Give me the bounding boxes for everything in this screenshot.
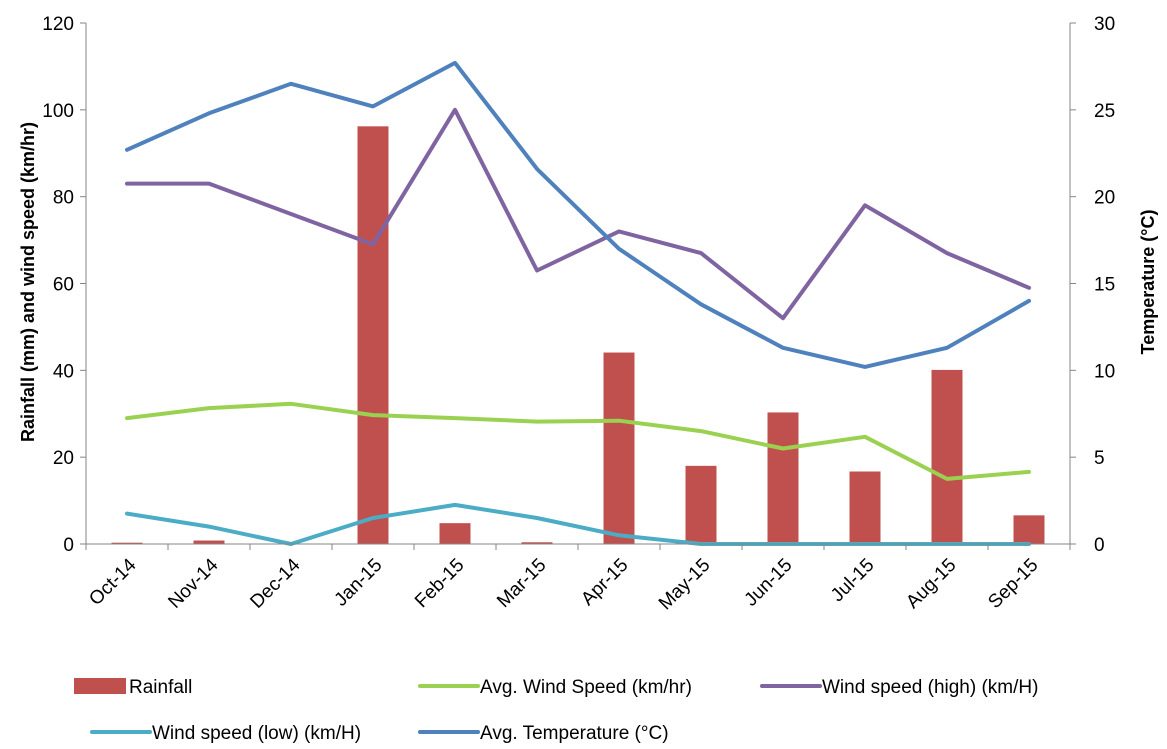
y-axis-right-title: Temperature (°C) [1138, 210, 1158, 355]
legend: Rainfall Avg. Wind Speed (km/hr) Wind spee… [74, 677, 1038, 744]
rainfall-bar-jul-15 [849, 471, 881, 544]
rainfall-bar-apr-15 [603, 352, 635, 544]
line-wind-speed-low-km-h [125, 502, 1031, 546]
rainfall-bar-jun-15 [767, 412, 799, 544]
legend-label-wind-speed-low-km-h: Wind speed (low) (km/H) [152, 723, 361, 744]
legend-label-avg-temperature-c: Avg. Temperature (°C) [480, 723, 669, 744]
rainfall-bar-nov-14 [193, 540, 225, 544]
x-tick-label: Oct-14 [85, 554, 140, 609]
x-tick-label: Dec-14 [246, 554, 304, 612]
x-tick-label: Aug-15 [902, 555, 960, 613]
y-left-tick-label: 20 [53, 448, 74, 469]
y-left-tick-label: 0 [63, 535, 74, 556]
x-tick-label: May-15 [655, 555, 715, 615]
legend-label-rainfall: Rainfall [129, 677, 192, 698]
x-tick-label: Jan-15 [331, 555, 387, 611]
legend-swatch-rainfall [74, 678, 126, 694]
x-tick-label: Jun-15 [741, 555, 797, 611]
y-left-tick-label: 40 [53, 361, 74, 382]
y-right-tick-label: 20 [1094, 188, 1115, 209]
x-tick-label: Apr-15 [577, 555, 632, 610]
y-left-tick-label: 100 [42, 101, 74, 122]
series-lines [125, 60, 1031, 546]
legend-label-wind-speed-high-km-h: Wind speed (high) (km/H) [822, 677, 1038, 698]
rainfall-bar-aug-15 [931, 369, 963, 544]
y-left-tick-label: 120 [42, 14, 74, 35]
y-left-tick-label: 60 [53, 275, 74, 296]
y-right-tick-label: 10 [1094, 361, 1115, 382]
y-left-tick-label: 80 [53, 188, 74, 209]
rainfall-bar-may-15 [685, 465, 717, 544]
line-avg-wind-speed-km-hr [125, 401, 1031, 481]
y-right-tick-label: 15 [1094, 275, 1115, 296]
rainfall-bars [111, 126, 1045, 544]
line-wind-speed-high-km-h [125, 107, 1031, 321]
y-right-tick-label: 0 [1094, 535, 1105, 556]
y-right-tick-label: 25 [1094, 101, 1115, 122]
x-tick-label: Nov-14 [164, 554, 222, 612]
x-tick-label: Sep-15 [984, 555, 1042, 613]
x-tick-label: Mar-15 [493, 555, 550, 612]
rainfall-bar-feb-15 [439, 523, 471, 544]
rainfall-bar-oct-14 [111, 542, 143, 544]
y-right-tick-label: 5 [1094, 448, 1105, 469]
rainfall-bar-sep-15 [1013, 515, 1045, 544]
rainfall-bar-jan-15 [357, 126, 389, 544]
rainfall-bar-mar-15 [521, 542, 553, 544]
y-axis-left-title: Rainfall (mm) and wind speed (km/hr) [18, 122, 38, 442]
x-tick-label: Feb-15 [411, 555, 468, 612]
y-right-tick-label: 30 [1094, 14, 1115, 35]
line-avg-temperature-c [125, 60, 1031, 369]
x-tick-label: Jul-15 [827, 555, 878, 606]
legend-label-avg-wind-speed-km-hr: Avg. Wind Speed (km/hr) [480, 677, 692, 698]
